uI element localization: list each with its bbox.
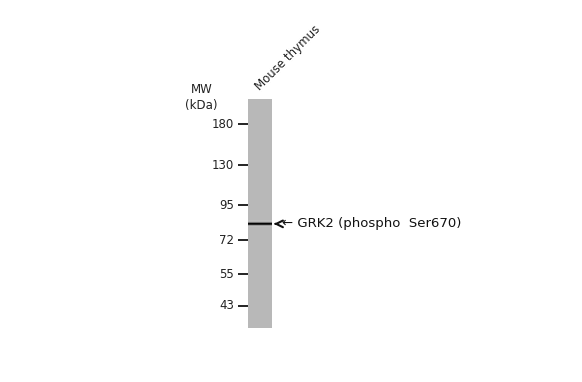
Text: Mouse thymus: Mouse thymus: [253, 23, 323, 93]
Bar: [248, 221, 272, 222]
Bar: [247, 99, 272, 328]
Bar: [248, 226, 272, 227]
Text: ← GRK2 (phospho  Ser670): ← GRK2 (phospho Ser670): [275, 217, 461, 230]
Bar: [248, 223, 272, 224]
Bar: [248, 224, 272, 225]
Text: 95: 95: [219, 199, 234, 212]
Bar: [248, 222, 272, 223]
Bar: [248, 225, 272, 226]
Bar: [248, 222, 272, 223]
Bar: [248, 221, 272, 222]
Text: 43: 43: [219, 299, 234, 312]
Bar: [248, 226, 272, 227]
Text: 55: 55: [219, 268, 234, 281]
Bar: [248, 225, 272, 226]
Bar: [248, 224, 272, 225]
Text: 72: 72: [219, 234, 234, 247]
Text: 130: 130: [212, 159, 234, 172]
Bar: [248, 220, 272, 221]
Text: 180: 180: [212, 118, 234, 131]
Bar: [248, 225, 272, 226]
Bar: [248, 223, 272, 224]
Bar: [248, 222, 272, 223]
Bar: [248, 220, 272, 221]
Text: MW
(kDa): MW (kDa): [185, 83, 218, 112]
